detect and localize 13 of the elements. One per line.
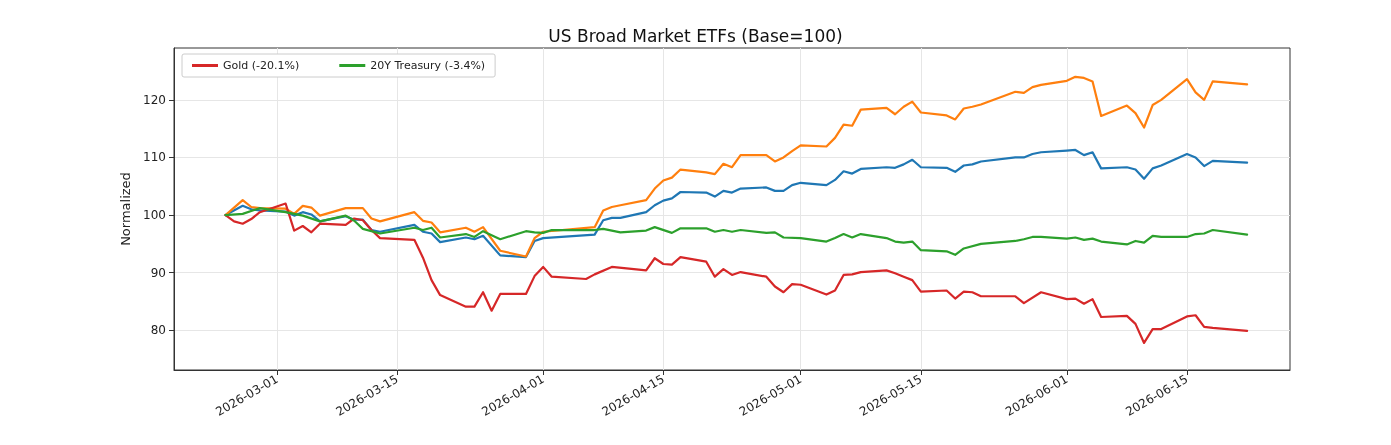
line-series (224, 207, 1249, 256)
y-tick-label: 120 (143, 92, 166, 107)
legend-label: Gold (-20.1%) (223, 59, 300, 72)
y-tick-label: 100 (143, 208, 166, 223)
y-axis-title: Normalized (118, 172, 134, 246)
line-series (224, 202, 1249, 345)
y-tick-label: 80 (150, 323, 166, 338)
legend-label: 20Y Treasury (-3.4%) (370, 59, 486, 72)
chart-title: US Broad Market ETFs (Base=100) (548, 25, 843, 46)
y-tick-label: 110 (143, 150, 166, 165)
y-tick-label: 90 (150, 265, 166, 280)
line-series (224, 148, 1249, 259)
line-series (224, 75, 1249, 258)
